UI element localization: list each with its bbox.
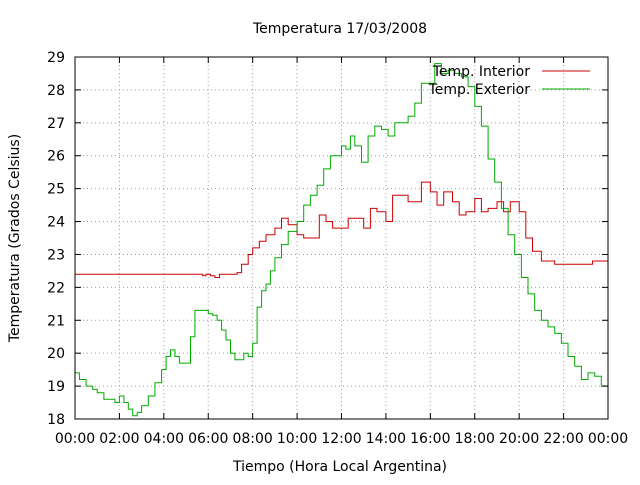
y-tick-label: 25 (47, 182, 65, 198)
x-tick-label: 22:00 (543, 431, 583, 447)
series-line-interior (75, 181, 608, 278)
y-tick-label: 19 (47, 379, 65, 395)
y-tick-label: 28 (47, 83, 65, 99)
grid (75, 57, 608, 419)
y-tick-label: 18 (47, 412, 65, 428)
axis-ticks: 00:00 02:00 04:00 06:00 08:00 10:00 12:00 14:00… (47, 50, 628, 447)
x-tick-label: 20:00 (499, 431, 539, 447)
y-tick-label: 26 (47, 149, 65, 165)
x-tick-label: 08:00 (232, 431, 272, 447)
x-tick-label: 12:00 (321, 431, 361, 447)
x-tick-label: 14:00 (366, 431, 406, 447)
y-tick-label: 20 (47, 346, 65, 362)
x-axis-label: Tiempo (Hora Local Argentina) (232, 459, 447, 475)
y-tick-label: 27 (47, 116, 65, 132)
series-line-exterior (75, 63, 609, 417)
y-tick-label: 23 (47, 247, 65, 263)
y-tick-label: 24 (47, 215, 65, 231)
y-axis-label: Temperatura (Grados Celsius) (7, 134, 23, 343)
series-lines (75, 63, 609, 417)
y-tick-label: 29 (47, 50, 65, 66)
chart-title: Temperatura 17/03/2008 (252, 21, 427, 37)
x-tick-label: 00:00 (588, 431, 628, 447)
legend: Temp. Interior Temp. Exterior (428, 64, 590, 98)
x-tick-label: 18:00 (455, 431, 495, 447)
y-tick-label: 22 (47, 280, 65, 296)
x-tick-label: 00:00 (55, 431, 95, 447)
x-tick-label: 02:00 (99, 431, 139, 447)
y-tick-label: 21 (47, 313, 65, 329)
legend-label-exterior: Temp. Exterior (428, 82, 531, 98)
x-tick-label: 16:00 (410, 431, 450, 447)
x-tick-label: 06:00 (188, 431, 228, 447)
x-tick-label: 10:00 (277, 431, 317, 447)
legend-label-interior: Temp. Interior (432, 64, 531, 80)
x-tick-label: 04:00 (144, 431, 184, 447)
